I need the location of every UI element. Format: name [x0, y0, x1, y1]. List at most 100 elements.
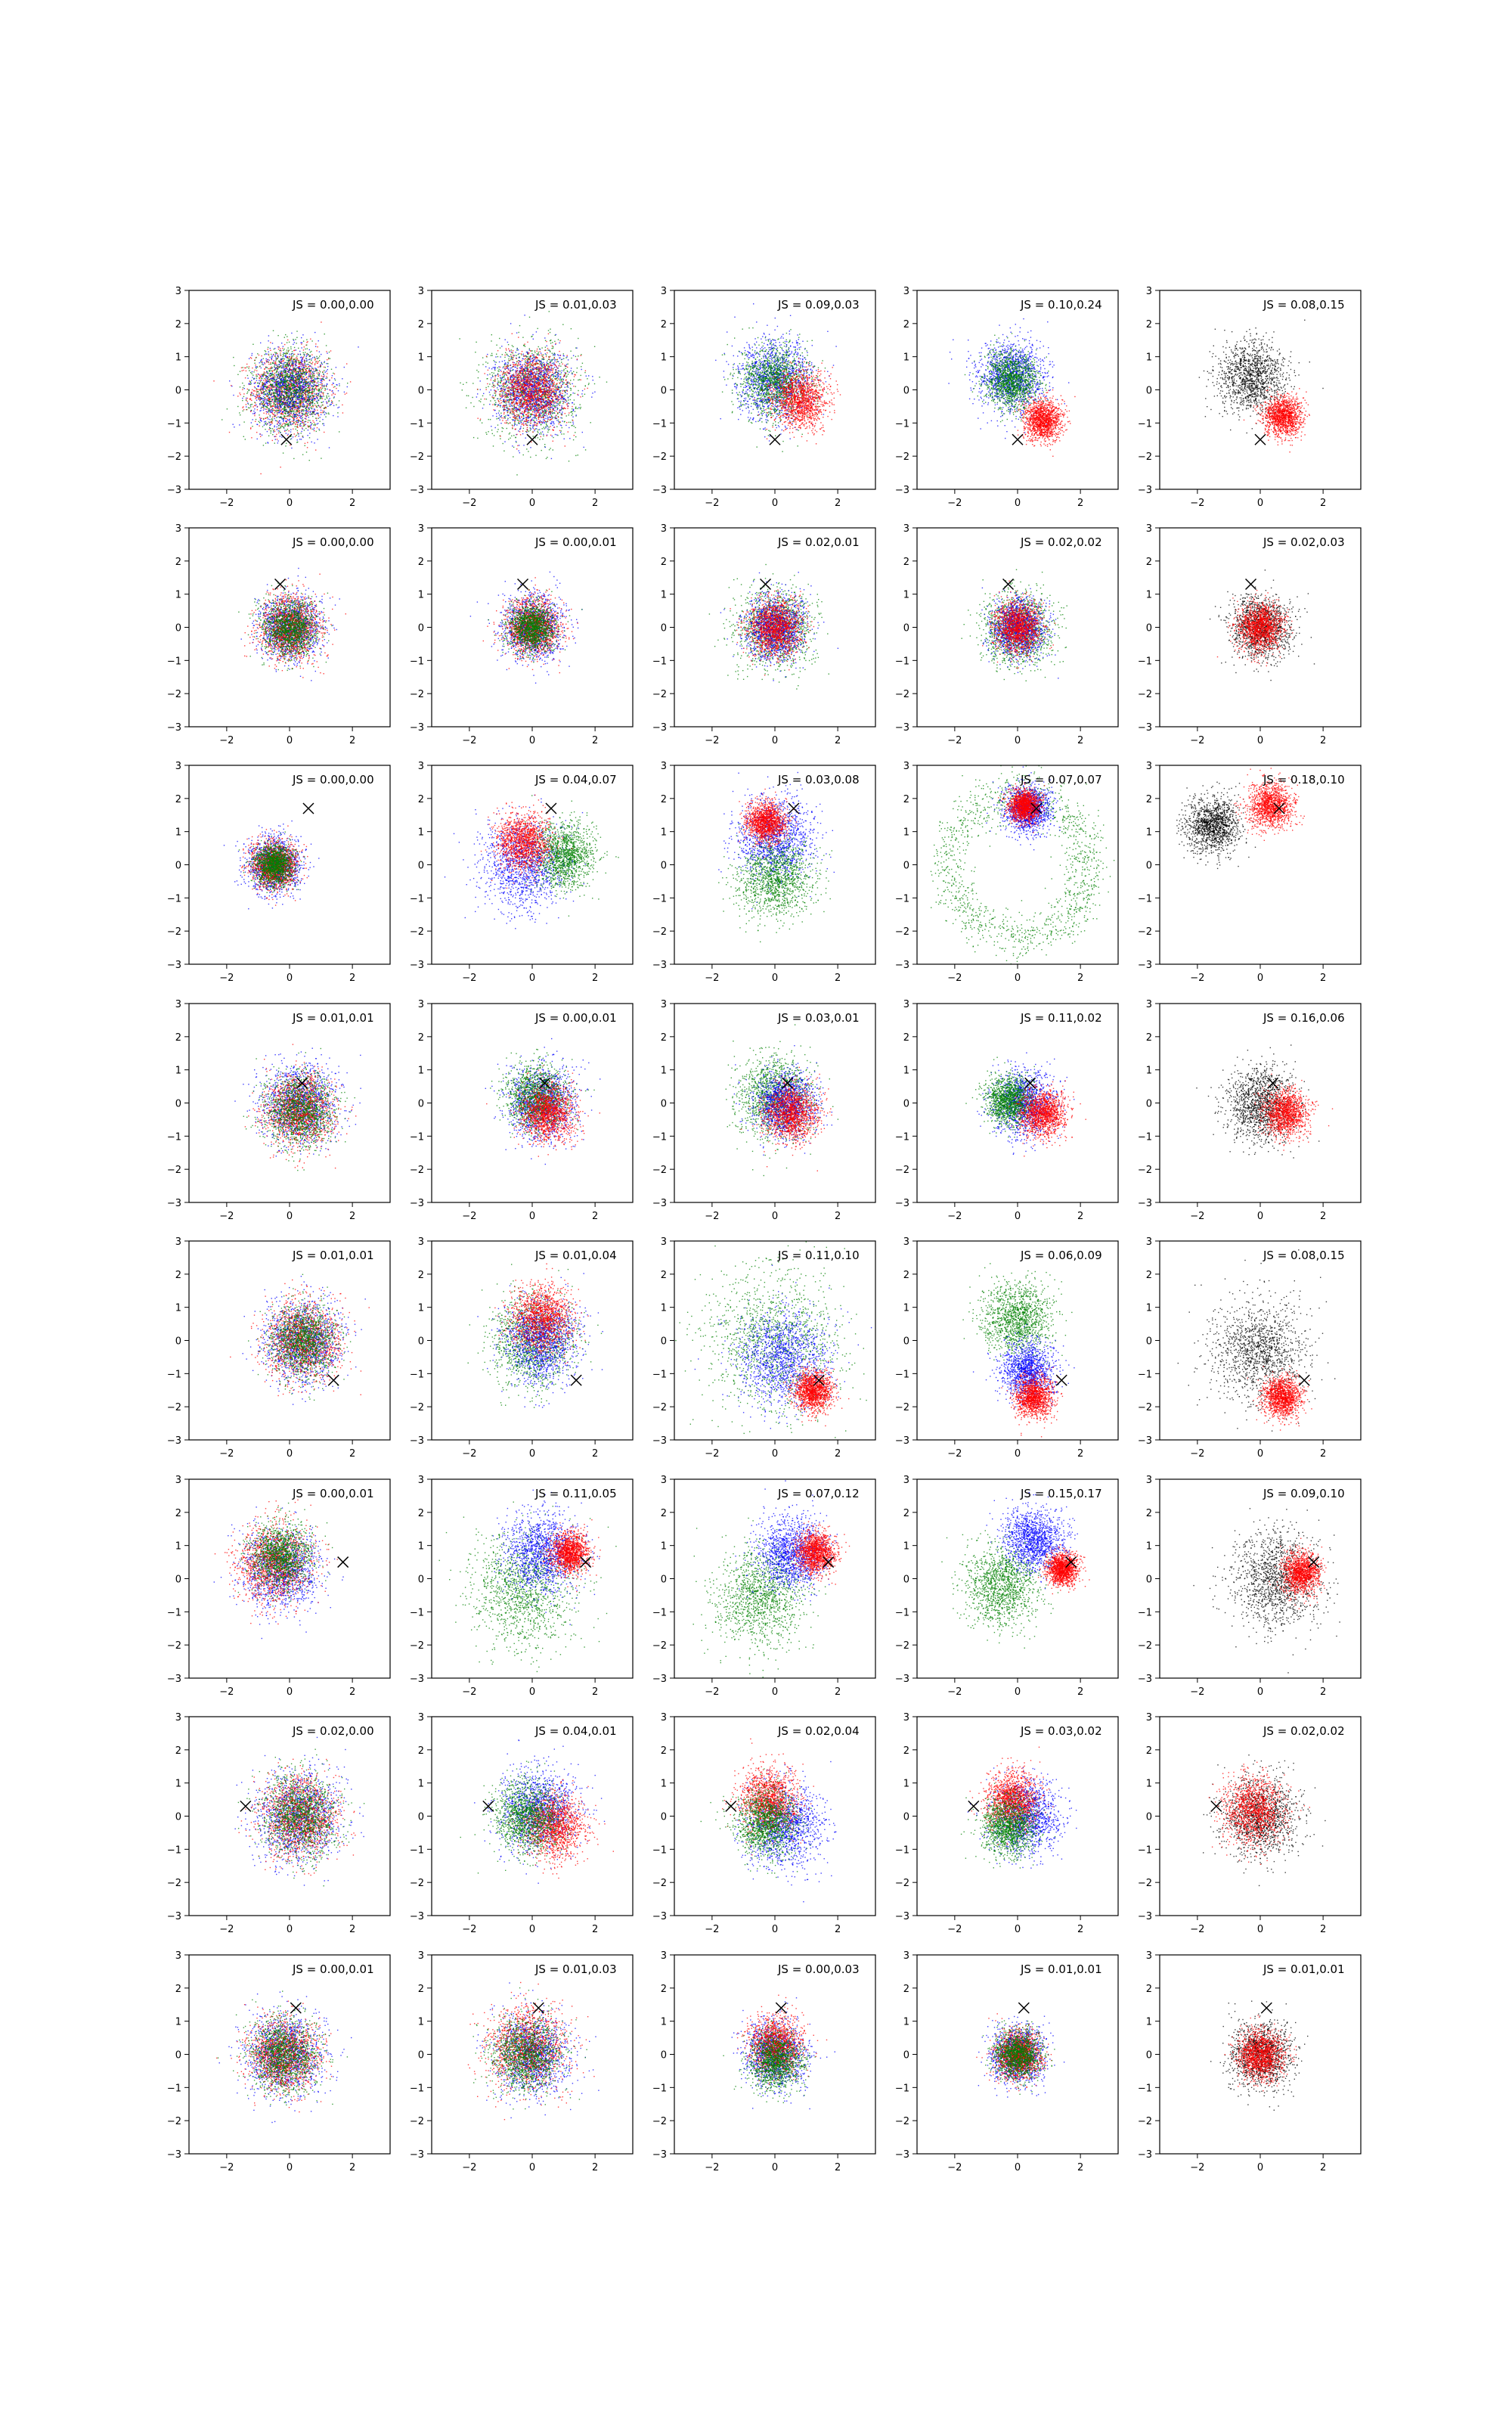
scatter-point: [297, 420, 298, 421]
scatter-point: [316, 368, 317, 369]
scatter-point: [302, 365, 303, 366]
scatter-point: [318, 376, 319, 377]
scatter-point: [298, 420, 299, 421]
scatter-point: [275, 357, 276, 358]
scatter-point: [570, 399, 571, 400]
scatter-point: [308, 386, 309, 387]
scatter-point: [294, 433, 295, 434]
scatter-point: [305, 419, 306, 420]
scatter-point: [311, 380, 312, 381]
scatter-point: [302, 437, 303, 438]
scatter-point: [301, 411, 302, 412]
scatter-point: [278, 372, 279, 373]
scatter-point: [290, 390, 291, 391]
scatter-point: [283, 358, 284, 359]
scatter-point: [268, 360, 269, 361]
scatter-point: [269, 391, 270, 392]
scatter-point: [305, 424, 306, 425]
scatter-point: [307, 442, 308, 443]
scatter-point: [281, 393, 282, 394]
scatter-point: [555, 396, 556, 397]
scatter-point: [293, 423, 294, 424]
scatter-point: [529, 364, 530, 365]
scatter-point: [292, 364, 293, 365]
scatter-point: [297, 377, 298, 378]
scatter-point: [283, 364, 284, 365]
scatter-point: [300, 423, 301, 424]
scatter-point: [562, 324, 563, 325]
scatter-point: [261, 404, 262, 405]
scatter-point: [529, 348, 530, 349]
scatter-point: [321, 396, 322, 397]
scatter-point: [255, 412, 256, 413]
scatter-point: [261, 420, 262, 421]
scatter-point: [213, 380, 214, 381]
scatter-point: [306, 406, 307, 407]
scatter-point: [310, 414, 311, 415]
scatter-point: [302, 386, 303, 387]
scatter-point: [302, 426, 303, 427]
scatter-point: [279, 382, 280, 383]
scatter-point: [344, 367, 345, 368]
scatter-point: [301, 426, 302, 427]
scatter-point: [304, 368, 305, 369]
scatter-point: [271, 419, 272, 420]
scatter-point: [507, 418, 508, 419]
scatter-point: [309, 358, 310, 359]
scatter-point: [554, 401, 555, 402]
scatter-point: [266, 413, 267, 414]
scatter-point: [292, 414, 293, 415]
scatter-point: [276, 434, 277, 435]
scatter-point: [287, 435, 288, 436]
scatter-point: [283, 350, 284, 351]
scatter-point: [311, 408, 312, 409]
scatter-point: [246, 367, 247, 368]
scatter-point: [316, 385, 317, 386]
scatter-point: [518, 360, 519, 361]
scatter-point: [253, 378, 254, 379]
scatter-point: [296, 355, 297, 356]
scatter-point: [274, 400, 275, 401]
scatter-point: [288, 385, 289, 386]
scatter-point: [294, 368, 295, 369]
scatter-point: [510, 359, 511, 360]
scatter-point: [291, 438, 292, 439]
scatter-point: [297, 414, 298, 415]
scatter-point: [288, 360, 289, 361]
scatter-point: [522, 337, 523, 338]
scatter-point: [557, 435, 558, 436]
scatter-point: [325, 378, 326, 379]
scatter-point: [317, 370, 318, 371]
scatter-point: [283, 381, 284, 382]
scatter-point: [301, 347, 302, 348]
scatter-point: [509, 433, 510, 434]
scatter-point: [274, 386, 275, 387]
scatter-point: [272, 408, 273, 409]
scatter-point: [293, 370, 294, 371]
scatter-point: [491, 372, 492, 373]
scatter-point: [318, 418, 319, 419]
scatter-point: [308, 385, 309, 386]
scatter-point: [272, 399, 273, 400]
scatter-point: [315, 385, 316, 386]
scatter-point: [306, 391, 307, 392]
scatter-point: [306, 366, 307, 367]
scatter-point: [263, 410, 264, 411]
scatter-point: [327, 406, 328, 407]
scatter-point: [307, 348, 308, 349]
scatter-point: [311, 377, 312, 378]
scatter-point: [301, 378, 302, 379]
scatter-point: [279, 387, 280, 388]
scatter-point: [259, 417, 260, 418]
scatter-point: [260, 418, 261, 419]
scatter-point: [307, 447, 308, 448]
scatter-point: [334, 378, 335, 379]
scatter-point: [310, 411, 311, 412]
scatter-point: [289, 349, 290, 350]
scatter-point: [302, 377, 303, 378]
scatter-point: [318, 340, 319, 341]
scatter-point: [244, 388, 245, 389]
scatter-point: [323, 394, 324, 395]
